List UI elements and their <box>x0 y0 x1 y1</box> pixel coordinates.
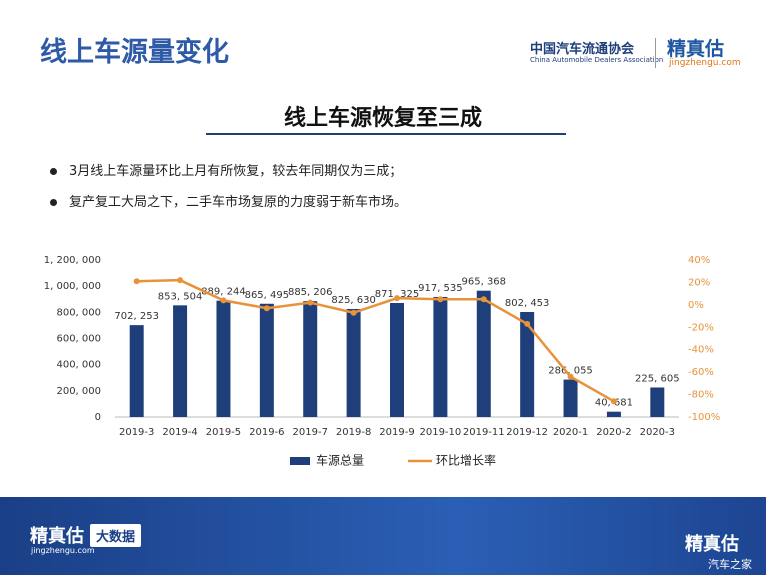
legend-swatch <box>290 457 310 465</box>
line-point <box>350 309 357 316</box>
subtitle: 线上车源恢复至三成 <box>283 106 482 131</box>
line-point <box>177 277 184 284</box>
value-label: 802, 453 <box>505 298 550 309</box>
bar <box>563 379 578 417</box>
y2-tick-label: -80% <box>688 390 714 401</box>
value-label: 286, 055 <box>548 366 593 377</box>
x-tick-label: 2019-6 <box>249 427 284 438</box>
y-tick-label: 800, 000 <box>56 307 101 318</box>
org-name: 中国汽车流通协会 <box>530 42 635 57</box>
x-tick-label: 2019-12 <box>506 427 548 438</box>
bar <box>433 296 448 417</box>
chart: 0 200, 000 400, 000 600, 000 800, 000 1, 000,… <box>44 255 720 468</box>
wechat-name: 精真估 <box>685 534 739 555</box>
footer-url: jingzhengu.com <box>31 546 95 555</box>
x-tick-label: 2019-3 <box>119 427 154 438</box>
bar <box>216 300 231 417</box>
value-label: 853, 504 <box>158 291 203 302</box>
bar <box>650 387 665 417</box>
line-point <box>394 295 400 302</box>
value-label: 917, 535 <box>418 283 463 294</box>
value-label: 965, 368 <box>462 277 507 288</box>
y-tick-label: 600, 000 <box>56 334 101 345</box>
value-label: 889, 244 <box>201 287 246 298</box>
x-tick-label: 2020-2 <box>596 427 631 438</box>
y2-tick-label: -40% <box>688 345 714 356</box>
line-point <box>524 320 531 327</box>
y-tick-label: 200, 000 <box>56 386 101 397</box>
source: 汽车之家 <box>708 558 752 571</box>
bullet: 3月线上车源量环比上月有所恢复，较去年同期仅为三成； <box>50 160 402 179</box>
value-label: 885, 206 <box>288 287 333 298</box>
line-point <box>133 278 140 285</box>
y-tick-label: 0 <box>95 412 101 423</box>
x-tick-label: 2019-5 <box>206 427 241 438</box>
slide-title: 线上车源量变化 <box>40 37 229 68</box>
y2-tick-label: -60% <box>688 367 714 378</box>
line-point <box>480 296 487 303</box>
value-label: 702, 253 <box>114 311 159 322</box>
x-tick-label: 2020-1 <box>553 427 588 438</box>
brand-url: jingzhengu.com <box>669 58 741 68</box>
x-tick-label: 2020-3 <box>640 427 675 438</box>
x-tick-label: 2019-7 <box>293 427 328 438</box>
x-tick-label: 2019-8 <box>336 427 371 438</box>
subtitle-underline <box>206 133 566 135</box>
footer-brand: 精真估 <box>30 526 84 547</box>
y2-tick-label: 0% <box>688 300 704 311</box>
x-tick-label: 2019-9 <box>379 427 414 438</box>
y-tick-label: 400, 000 <box>56 360 101 371</box>
bar <box>173 305 188 417</box>
y2-tick-label: 20% <box>688 277 710 288</box>
bar <box>390 303 404 417</box>
y-tick-label: 1, 200, 000 <box>44 255 101 266</box>
line-point <box>220 297 227 304</box>
bar <box>476 290 491 417</box>
value-label: 871, 325 <box>375 289 420 300</box>
x-tick-label: 2019-10 <box>419 427 461 438</box>
bar <box>520 312 535 417</box>
value-label: 225, 605 <box>635 373 680 384</box>
org-name-en: China Automobile Dealers Association <box>530 56 664 64</box>
separator <box>655 38 656 68</box>
line-point <box>610 398 617 405</box>
bar <box>346 308 361 417</box>
value-label: 825, 630 <box>331 295 376 306</box>
y-tick-label: 1, 000, 000 <box>44 281 101 292</box>
line-point <box>567 373 574 380</box>
line-point <box>437 296 444 303</box>
legend-label: 车源总量 <box>316 453 364 468</box>
bar <box>303 301 318 417</box>
bullet: 复产复工大局之下，二手车市场复原的力度弱于新车市场。 <box>50 191 407 210</box>
y2-tick-label: -100% <box>688 412 720 423</box>
y2-tick-label: -20% <box>688 322 714 333</box>
x-tick-label: 2019-4 <box>162 427 197 438</box>
x-tick-label: 2019-11 <box>463 427 505 438</box>
line-point <box>263 305 270 312</box>
bar <box>259 303 274 417</box>
footer-tag: 大数据 <box>90 524 142 547</box>
bar <box>606 411 621 417</box>
legend-label: 环比增长率 <box>436 453 496 468</box>
brand-logo: 精真估 <box>667 38 725 60</box>
value-label: 865, 495 <box>245 290 290 301</box>
line-point <box>307 299 314 306</box>
bar <box>129 325 144 417</box>
y2-tick-label: 40% <box>688 255 710 266</box>
line <box>136 278 615 403</box>
